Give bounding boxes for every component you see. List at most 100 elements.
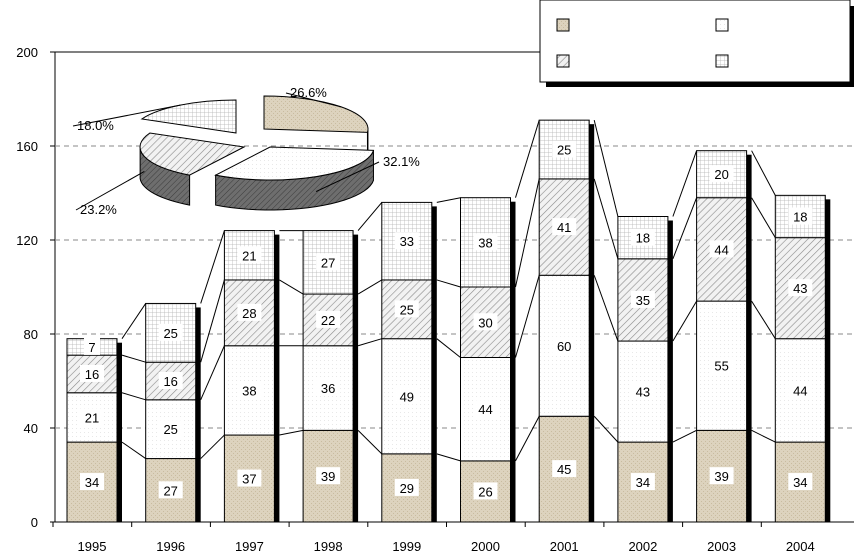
bar-value-label: 7 xyxy=(88,340,95,355)
bar-value-label-bg xyxy=(316,253,341,271)
bar-value-label-bg xyxy=(473,313,498,331)
bar-value-label-bg xyxy=(630,473,655,491)
bar-shadow xyxy=(667,220,673,522)
pie-leader-line xyxy=(285,92,342,108)
bar-value-label-bg xyxy=(316,310,341,328)
y-axis-ticks: 0 40 80 120 160 200 xyxy=(16,45,55,530)
bar-value-label-bg xyxy=(788,207,813,225)
series-line xyxy=(672,197,698,259)
bar-value-label-bg xyxy=(394,387,419,405)
series-line xyxy=(121,354,146,363)
series-line xyxy=(515,178,540,288)
legend-swatch xyxy=(556,18,570,32)
bar-value-label: 34 xyxy=(85,475,99,490)
pie-slice-label: 18.0% xyxy=(77,118,114,133)
bar-value-label-bg xyxy=(552,336,577,354)
pie-slice-label: 23.2% xyxy=(80,202,117,217)
bar-shadow xyxy=(274,234,280,522)
pie-leader-line xyxy=(72,104,181,127)
series-line xyxy=(200,279,225,363)
bar-value-label-bg xyxy=(158,323,183,341)
series-connector-lines xyxy=(121,120,776,462)
bar-value-label-bg xyxy=(237,381,262,399)
bar-value-label: 25 xyxy=(163,422,177,437)
bar-value-label: 18 xyxy=(793,210,807,225)
legend xyxy=(539,0,854,87)
bar-value-label-bg xyxy=(788,279,813,297)
bar-value-label: 25 xyxy=(557,143,571,158)
bar-value-label: 38 xyxy=(478,235,492,250)
x-tick-label: 1998 xyxy=(314,539,343,554)
bar-value-label-bg xyxy=(473,482,498,500)
bar-segment xyxy=(538,415,590,523)
bar-value-label-bg xyxy=(709,356,734,374)
pie-leader-line xyxy=(315,161,380,193)
legend-swatch xyxy=(715,18,729,32)
bar-value-label-bg xyxy=(630,228,655,246)
bar-value-label: 36 xyxy=(321,381,335,396)
bar-value-label: 39 xyxy=(321,469,335,484)
bars: 34 21 16 7 27 25 16 25 37 38 28 21 39 36 22 27 29 49 25 33 2… xyxy=(66,119,831,523)
bar-value-label-bg xyxy=(552,460,577,478)
bar-value-label-bg xyxy=(158,481,183,499)
bar-value-label-bg xyxy=(709,467,734,485)
bar-value-label-bg xyxy=(316,467,341,485)
bar-value-label: 43 xyxy=(793,281,807,296)
legend-swatch xyxy=(715,54,729,68)
bar-value-label-bg xyxy=(80,408,104,426)
bar-value-label-bg xyxy=(630,290,655,308)
x-axis-ticks: 1995 1996 1997 1998 1999 2000 2001 2002 2003 2004 xyxy=(52,522,815,554)
x-tick-label: 2004 xyxy=(786,539,815,554)
series-line xyxy=(357,279,383,295)
bar-value-label-bg xyxy=(80,364,104,382)
bar-value-label-bg xyxy=(158,420,183,438)
series-line xyxy=(200,230,225,304)
y-tick-label: 120 xyxy=(16,233,38,248)
series-line xyxy=(672,300,698,342)
x-tick-label: 2001 xyxy=(550,539,579,554)
series-line xyxy=(751,150,776,196)
bar-value-label-bg xyxy=(709,165,734,183)
x-tick-label: 1997 xyxy=(235,539,264,554)
bar-value-label: 39 xyxy=(714,469,728,484)
series-line xyxy=(121,441,146,459)
bar-value-label: 20 xyxy=(714,167,728,182)
y-tick-label: 40 xyxy=(24,421,38,436)
bar-value-label: 55 xyxy=(714,359,728,374)
series-line xyxy=(436,279,461,288)
bar-value-label-bg xyxy=(394,232,419,250)
series-line xyxy=(751,300,776,339)
series-line xyxy=(357,429,383,455)
bar-value-label: 30 xyxy=(478,315,492,330)
bar-value-label: 28 xyxy=(242,306,256,321)
series-line xyxy=(593,415,619,443)
pie-chart: 26.6% 32.1% 23.2% 18.0% xyxy=(72,85,420,217)
series-line xyxy=(515,416,540,462)
pie-slice xyxy=(263,95,369,133)
bar-value-label: 25 xyxy=(400,302,414,317)
bar-value-label: 26 xyxy=(478,484,492,499)
series-line xyxy=(121,392,146,401)
gridlines xyxy=(55,145,854,429)
bar-segment xyxy=(302,230,354,295)
bar-shadow xyxy=(117,342,122,522)
bar-value-label: 29 xyxy=(400,481,414,496)
bar-value-label: 44 xyxy=(714,242,728,257)
series-line xyxy=(751,429,776,443)
pie-slice xyxy=(140,99,237,134)
legend-box xyxy=(539,0,851,83)
bar-value-label-bg xyxy=(237,303,262,321)
series-line xyxy=(200,434,225,459)
bar-value-label-bg xyxy=(630,382,655,400)
bar-value-label: 34 xyxy=(636,475,650,490)
series-line xyxy=(593,275,619,342)
bar-value-label: 27 xyxy=(163,483,177,498)
bar-value-label: 37 xyxy=(242,472,256,487)
series-line xyxy=(436,197,461,203)
bar-shadow xyxy=(825,199,831,522)
bar-value-label: 43 xyxy=(636,385,650,400)
bar-value-label: 44 xyxy=(478,402,492,417)
x-tick-label: 1999 xyxy=(392,539,421,554)
pie-slice-label: 26.6% xyxy=(290,85,327,100)
bar-value-label: 45 xyxy=(557,462,571,477)
